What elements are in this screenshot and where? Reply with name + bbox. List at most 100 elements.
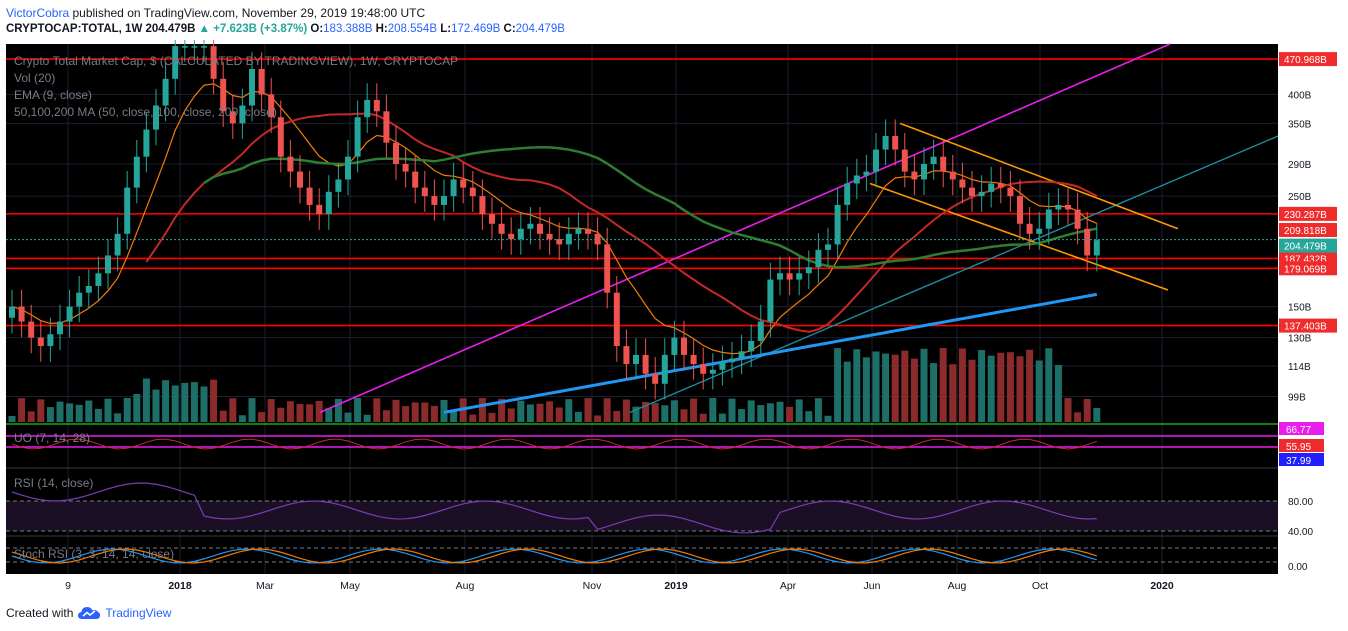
- time-tick-label: 2020: [1150, 580, 1174, 592]
- volume-bar: [75, 404, 83, 422]
- time-tick-label: Mar: [256, 580, 275, 592]
- close-value: 204.479B: [515, 23, 565, 35]
- volume-bar: [1093, 407, 1101, 422]
- price-tag: [1279, 238, 1337, 253]
- magenta-trendline: [319, 43, 1171, 414]
- volume-bar: [123, 398, 131, 422]
- time-tick-label: 2018: [168, 580, 192, 592]
- volume-bar: [56, 401, 64, 422]
- volume-bar: [786, 406, 794, 422]
- candle-body: [940, 156, 947, 172]
- price-tag-label: 209.818B: [1284, 226, 1327, 237]
- candle-body: [863, 171, 870, 176]
- volume-bar: [162, 380, 170, 422]
- drawn-lines: [6, 43, 1279, 414]
- volume-bar: [882, 353, 890, 422]
- candle-body: [268, 94, 275, 118]
- last-price: 204.479B: [145, 23, 196, 35]
- volume-bar: [267, 399, 275, 422]
- candle-body: [805, 267, 812, 274]
- level-price-label: 137.403B: [1284, 322, 1327, 333]
- channel-upper-line: [899, 122, 1179, 230]
- candle-body: [95, 273, 102, 287]
- time-tick-label: May: [340, 580, 361, 592]
- volume-bar: [997, 352, 1005, 422]
- chart[interactable]: 400B 350B 290B 250B 150B 130B 114B 99B 470.968B 2…: [0, 40, 1348, 600]
- candle-body: [661, 354, 668, 384]
- candle-body: [239, 105, 246, 124]
- level-price-tag: [1279, 261, 1337, 276]
- volume-bar: [248, 398, 256, 422]
- stoch-d-line: [11, 548, 1097, 564]
- volume-bar: [277, 407, 285, 422]
- candle-body: [37, 337, 44, 347]
- price-tag: [1279, 223, 1337, 238]
- candle-body: [9, 306, 15, 318]
- candle-body: [335, 179, 342, 192]
- volume-bar: [325, 408, 333, 422]
- change-value: +7.623B (+3.87%): [213, 23, 308, 35]
- candle-body: [901, 149, 908, 172]
- legend-ema: EMA (9, close): [14, 88, 92, 102]
- candle-body: [325, 191, 332, 215]
- legend-rsi: RSI (14, close): [14, 476, 93, 490]
- candle-body: [479, 196, 486, 215]
- candle-body: [201, 46, 207, 48]
- volume-bar: [661, 405, 669, 422]
- volume-bar: [632, 406, 640, 422]
- legend: Crypto Total Market Cap, $ (CALCULATED B…: [14, 54, 458, 561]
- candle-body: [834, 204, 841, 245]
- high-value: 208.554B: [387, 23, 437, 35]
- volume-bar: [133, 394, 141, 422]
- candle-body: [469, 187, 476, 197]
- price-axis: 400B 350B 290B 250B 150B 130B 114B 99B 470.968B 2…: [1278, 44, 1348, 598]
- teal-trendline: [629, 135, 1279, 414]
- volume-bar: [181, 382, 189, 422]
- uo-tag: [1279, 422, 1324, 435]
- ma200-line: [443, 292, 1098, 414]
- price-tick-label: 400B: [1288, 90, 1312, 101]
- volume-bar: [344, 412, 352, 422]
- candle-body: [114, 233, 121, 256]
- candle-body: [28, 321, 35, 338]
- volume-bar: [27, 411, 35, 422]
- candle-body: [565, 233, 572, 245]
- stoch-k-line: [11, 548, 1097, 564]
- volume-bar: [171, 385, 179, 422]
- volume-bar: [210, 379, 218, 422]
- volume-bar: [382, 410, 390, 422]
- candle-body: [681, 337, 687, 355]
- volume-bar: [584, 398, 592, 422]
- footer: Created with TradingView: [6, 606, 171, 620]
- candle-body: [796, 273, 803, 280]
- candle-body: [786, 273, 793, 280]
- candle-body: [210, 46, 217, 79]
- publish-header: VictorCobra published on TradingView.com…: [6, 6, 425, 20]
- candle-body: [383, 111, 390, 143]
- created-with-text: Created with: [6, 606, 74, 620]
- candle-body: [1055, 204, 1062, 210]
- candle-body: [508, 233, 515, 240]
- candle-body: [748, 340, 755, 352]
- volume-bar: [670, 400, 678, 422]
- time-tick-label: Oct: [1032, 580, 1048, 592]
- author-link[interactable]: VictorCobra: [6, 6, 70, 20]
- level-price-label: 187.432B: [1284, 254, 1327, 265]
- low-label: L:: [440, 23, 452, 35]
- uo-tag: [1279, 453, 1324, 466]
- level-price-tag: [1279, 52, 1337, 67]
- volume-bar: [1016, 356, 1024, 422]
- time-tick-label: Apr: [780, 580, 797, 592]
- candle-body: [229, 111, 236, 124]
- volume-bar: [901, 350, 909, 422]
- volume-bar: [94, 408, 102, 422]
- volume-bar: [814, 398, 822, 422]
- time-tick-label: Nov: [583, 580, 602, 592]
- candle-body: [853, 175, 860, 184]
- candle-body: [402, 164, 409, 172]
- candle-body: [1084, 228, 1091, 256]
- tradingview-link[interactable]: TradingView: [105, 606, 172, 620]
- candle-body: [978, 191, 985, 197]
- volume-bar: [229, 398, 237, 422]
- volume-bar: [498, 398, 506, 422]
